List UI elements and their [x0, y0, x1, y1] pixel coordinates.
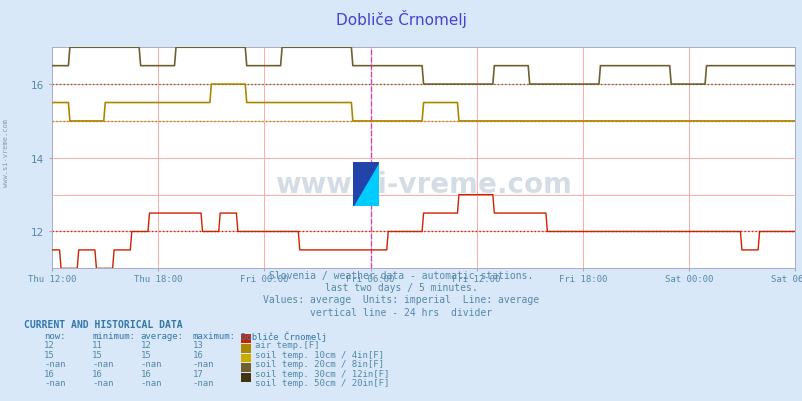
Text: 12: 12 [140, 340, 151, 349]
Text: -nan: -nan [140, 359, 162, 368]
Text: -nan: -nan [44, 359, 66, 368]
Text: 16: 16 [92, 369, 103, 378]
Text: 11: 11 [92, 340, 103, 349]
Text: vertical line - 24 hrs  divider: vertical line - 24 hrs divider [310, 307, 492, 317]
Text: 17: 17 [192, 369, 203, 378]
Text: 16: 16 [192, 350, 203, 358]
Text: 13: 13 [192, 340, 203, 349]
Text: air temp.[F]: air temp.[F] [255, 340, 319, 349]
Text: last two days / 5 minutes.: last two days / 5 minutes. [325, 283, 477, 293]
Text: maximum:: maximum: [192, 331, 236, 340]
Text: -nan: -nan [92, 359, 114, 368]
Text: -nan: -nan [44, 379, 66, 387]
Text: average:: average: [140, 331, 184, 340]
Text: Values: average  Units: imperial  Line: average: Values: average Units: imperial Line: av… [263, 295, 539, 305]
Text: minimum:: minimum: [92, 331, 136, 340]
Text: -nan: -nan [192, 359, 214, 368]
Text: 15: 15 [140, 350, 151, 358]
Text: soil temp. 20cm / 8in[F]: soil temp. 20cm / 8in[F] [255, 359, 384, 368]
Text: 15: 15 [92, 350, 103, 358]
Text: Dobliče Črnomelj: Dobliče Črnomelj [241, 331, 326, 341]
Text: 12: 12 [44, 340, 55, 349]
Text: www.si-vreme.com: www.si-vreme.com [275, 171, 571, 199]
Text: -nan: -nan [140, 379, 162, 387]
Text: now:: now: [44, 331, 66, 340]
Text: soil temp. 30cm / 12in[F]: soil temp. 30cm / 12in[F] [255, 369, 389, 378]
Text: CURRENT AND HISTORICAL DATA: CURRENT AND HISTORICAL DATA [24, 319, 183, 329]
Text: 15: 15 [44, 350, 55, 358]
Text: soil temp. 10cm / 4in[F]: soil temp. 10cm / 4in[F] [255, 350, 384, 358]
Text: www.si-vreme.com: www.si-vreme.com [3, 118, 10, 186]
Text: -nan: -nan [192, 379, 214, 387]
Text: Slovenia / weather data - automatic stations.: Slovenia / weather data - automatic stat… [269, 271, 533, 281]
Text: -nan: -nan [92, 379, 114, 387]
Text: Dobliče Črnomelj: Dobliče Črnomelj [336, 10, 466, 28]
Text: 16: 16 [44, 369, 55, 378]
Text: soil temp. 50cm / 20in[F]: soil temp. 50cm / 20in[F] [255, 379, 389, 387]
Text: 16: 16 [140, 369, 151, 378]
